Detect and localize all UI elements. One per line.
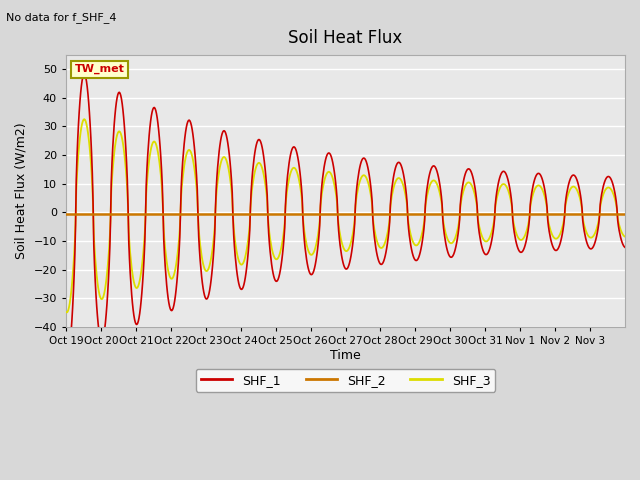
Legend: SHF_1, SHF_2, SHF_3: SHF_1, SHF_2, SHF_3 bbox=[196, 369, 495, 392]
Text: No data for f_SHF_4: No data for f_SHF_4 bbox=[6, 12, 117, 23]
Y-axis label: Soil Heat Flux (W/m2): Soil Heat Flux (W/m2) bbox=[15, 122, 28, 259]
Title: Soil Heat Flux: Soil Heat Flux bbox=[289, 29, 403, 48]
X-axis label: Time: Time bbox=[330, 349, 361, 362]
Text: TW_met: TW_met bbox=[74, 64, 124, 74]
